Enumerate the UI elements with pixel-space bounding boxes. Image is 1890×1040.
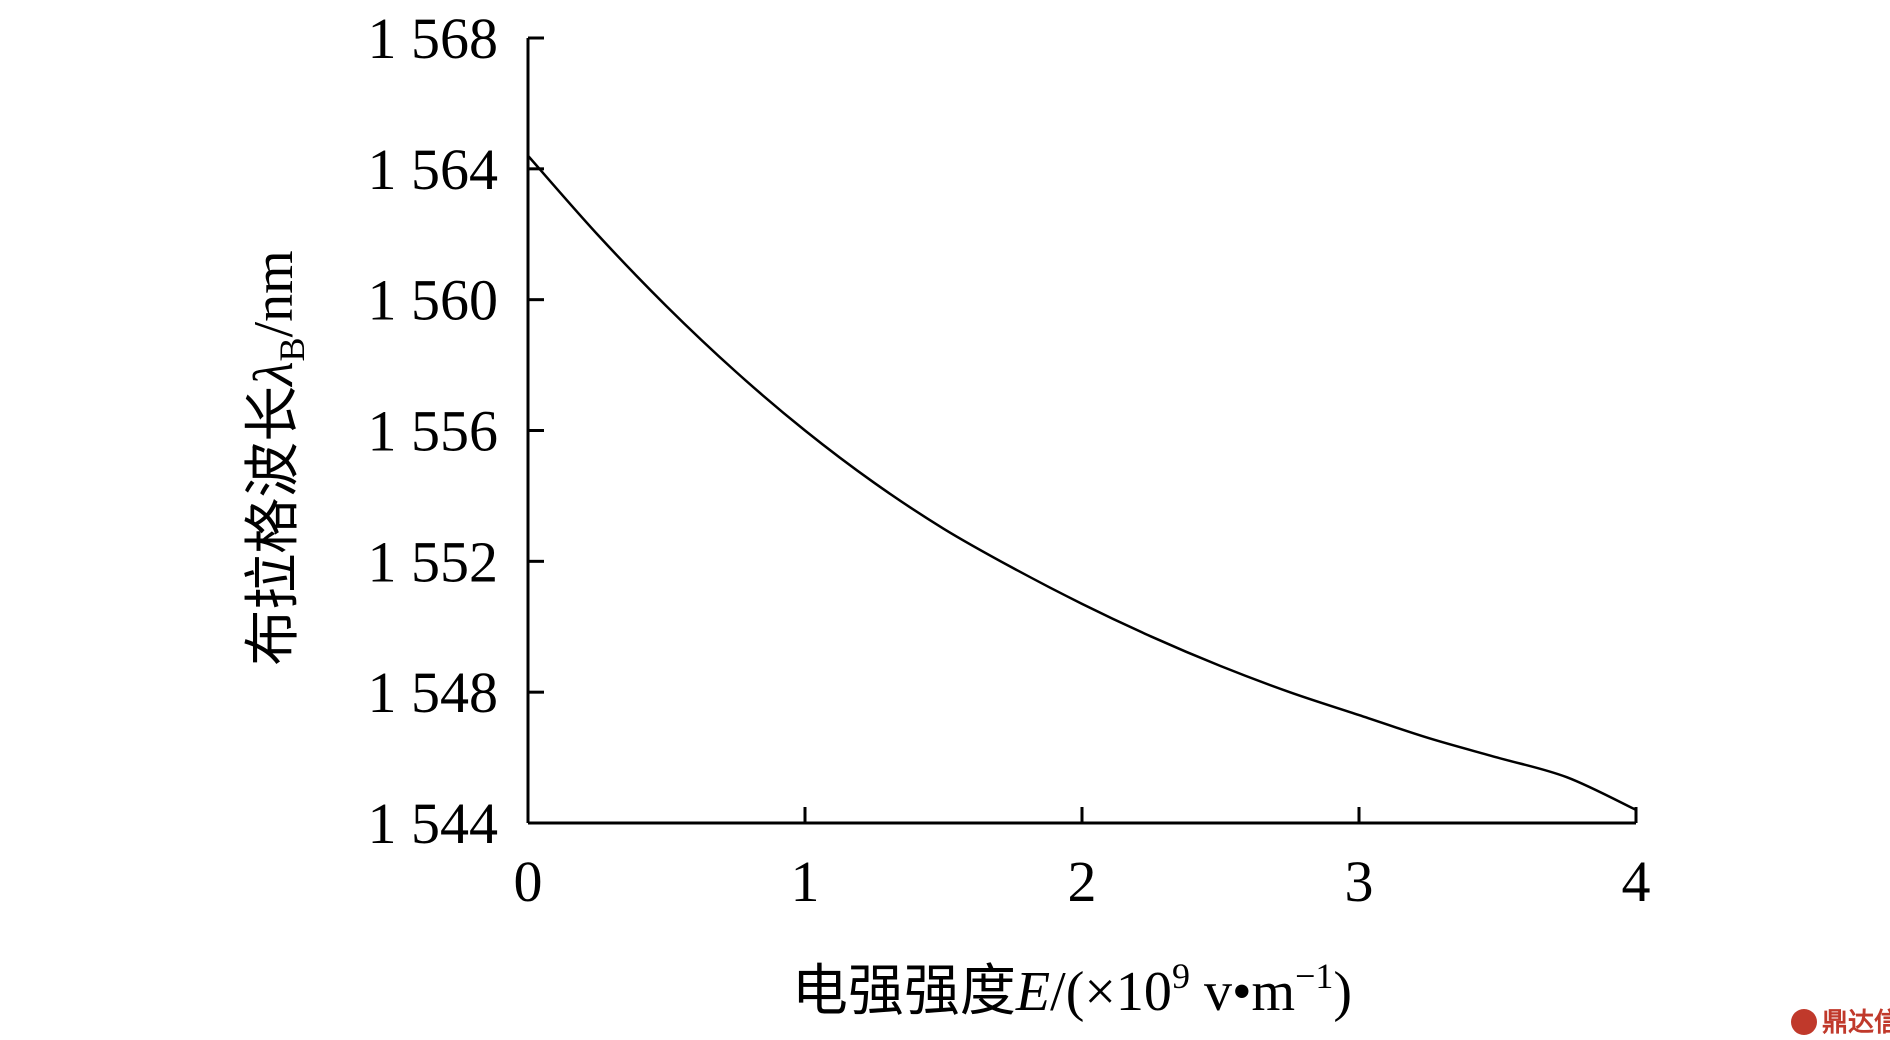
y-tick-label: 1 568 <box>368 6 499 71</box>
y-axis-label: 布拉格波长λB/nm <box>241 250 312 665</box>
y-tick-group <box>528 36 544 825</box>
x-tick-label: 3 <box>1345 849 1374 914</box>
y-tick-label: 1 560 <box>368 268 499 333</box>
series-line-0 <box>527 154 1637 812</box>
y-tick-label: 1 564 <box>368 137 499 202</box>
x-axis-label: 电强强度E/(×109 v•m−1) <box>792 956 1352 1024</box>
y-tick-label: 1 556 <box>368 399 499 464</box>
y-tick-label: 1 552 <box>368 529 499 594</box>
x-tick-group <box>526 807 1638 823</box>
y-tick-label: 1 548 <box>368 660 499 725</box>
x-tick-label-group: 0 1 2 3 4 <box>514 849 1651 914</box>
x-tick-label: 0 <box>514 849 543 914</box>
y-tick-label-group: 1 544 1 548 1 552 1 556 1 560 1 564 1 568 <box>368 6 499 856</box>
series-group <box>527 154 1637 812</box>
x-tick-label: 4 <box>1622 849 1651 914</box>
x-tick-label: 1 <box>791 849 820 914</box>
watermark-text: 鼎达信 <box>1822 1008 1890 1038</box>
watermark: 鼎达信 <box>1791 1008 1890 1038</box>
seal-icon <box>1791 1009 1817 1035</box>
y-tick-label: 1 544 <box>368 791 499 856</box>
x-tick-label: 2 <box>1068 849 1097 914</box>
